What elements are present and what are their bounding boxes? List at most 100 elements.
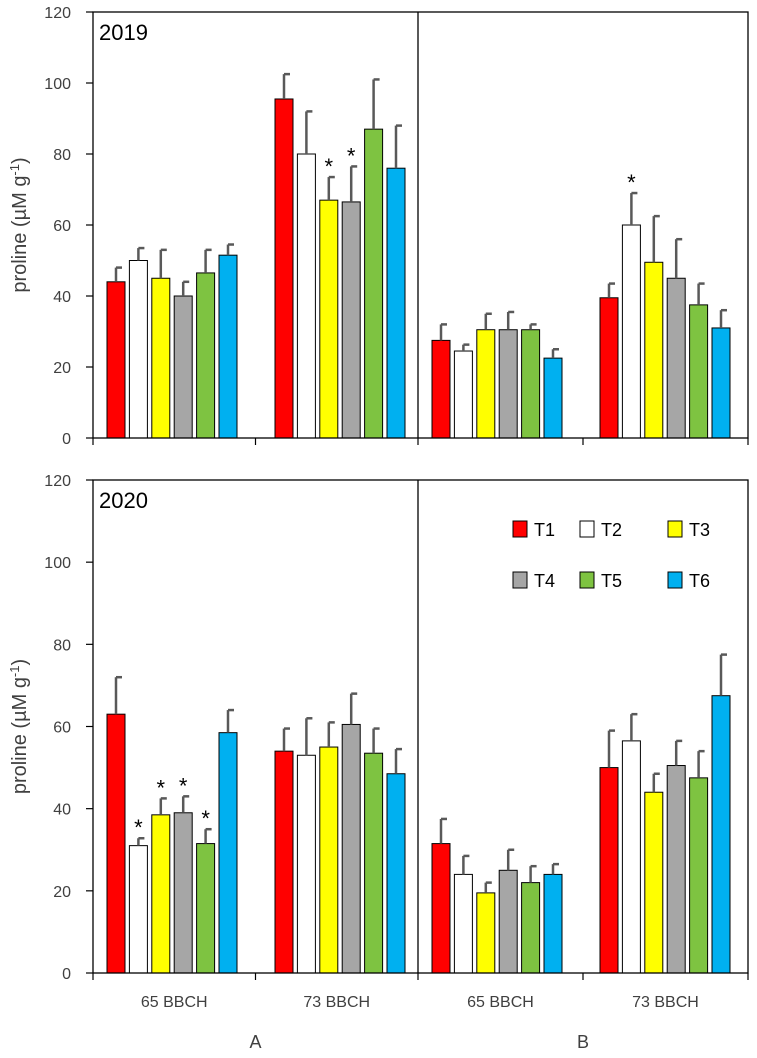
bar-2020-B-73-bbch-t5 bbox=[689, 777, 709, 974]
group-label-a: A bbox=[249, 1032, 261, 1052]
y-axis-title-close: ) bbox=[9, 659, 31, 666]
y-tick-label: 120 bbox=[44, 473, 71, 490]
significance-star: * bbox=[201, 806, 210, 831]
y-axis-title-superscript: -1 bbox=[7, 164, 22, 176]
bar-2019-B-65-bbch-t1 bbox=[431, 339, 451, 439]
bar-2020-B-73-bbch-t4 bbox=[666, 765, 686, 974]
year-label-2020: 2020 bbox=[99, 488, 148, 513]
bar-2019-B-73-bbch-t1 bbox=[599, 297, 619, 439]
bar-2019-A-65-bbch-t5 bbox=[196, 272, 216, 439]
bar-2019-A-65-bbch-t6 bbox=[218, 254, 238, 439]
significance-star: * bbox=[347, 143, 356, 168]
bar-2020-A-65-bbch-t5 bbox=[196, 843, 216, 974]
category-label-65-bbch: 65 BBCH bbox=[467, 994, 534, 1011]
y-tick-label: 0 bbox=[62, 431, 71, 448]
bar-2020-A-65-bbch-t4 bbox=[173, 812, 193, 974]
y-axis-title-main: proline (µM g bbox=[9, 176, 31, 293]
bar-2019-B-73-bbch-t6 bbox=[711, 327, 731, 439]
legend-label-t3: T3 bbox=[689, 520, 710, 540]
category-label-73-bbch: 73 BBCH bbox=[303, 994, 370, 1011]
y-tick-label: 100 bbox=[44, 76, 71, 93]
legend-swatch-t5 bbox=[579, 571, 595, 589]
category-label-65-bbch: 65 BBCH bbox=[141, 994, 208, 1011]
bar-2020-A-73-bbch-t6 bbox=[386, 773, 406, 974]
bar-2019-B-73-bbch-t2 bbox=[621, 224, 641, 439]
legend-label-t6: T6 bbox=[689, 571, 710, 591]
y-tick-label: 100 bbox=[44, 555, 71, 572]
significance-star: * bbox=[157, 775, 166, 800]
bar-2020-A-73-bbch-t2 bbox=[296, 754, 316, 974]
legend: T1 T2 T3 T4 T5 T6 bbox=[512, 520, 710, 591]
bar-2020-B-65-bbch-t1 bbox=[431, 843, 451, 974]
y-axis-title: proline (µM g-1) bbox=[7, 157, 31, 292]
bar-2020-A-73-bbch-t5 bbox=[364, 752, 384, 974]
y-axis-title-main: proline (µM g bbox=[9, 677, 31, 794]
y-tick-label: 120 bbox=[44, 5, 71, 22]
legend-label-t2: T2 bbox=[601, 520, 622, 540]
bar-2020-B-65-bbch-t6 bbox=[543, 873, 563, 974]
axes-layer bbox=[86, 11, 749, 980]
bar-2019-A-73-bbch-t4 bbox=[341, 201, 361, 439]
bar-2019-B-73-bbch-t5 bbox=[689, 304, 709, 439]
bar-2019-B-65-bbch-t4 bbox=[498, 329, 518, 439]
bar-2020-B-73-bbch-t3 bbox=[644, 791, 664, 974]
category-label-73-bbch: 73 BBCH bbox=[632, 994, 699, 1011]
y-tick-label: 0 bbox=[62, 966, 71, 983]
y-axis-title: proline (µM g-1) bbox=[7, 659, 31, 794]
bar-2020-A-73-bbch-t1 bbox=[274, 750, 294, 974]
bar-2019-A-73-bbch-t5 bbox=[364, 128, 384, 439]
legend-swatch-t2 bbox=[579, 520, 595, 538]
y-axis-title-superscript: -1 bbox=[7, 665, 22, 677]
significance-star: * bbox=[179, 773, 188, 798]
y-tick-label: 20 bbox=[53, 360, 71, 377]
bar-2020-B-73-bbch-t1 bbox=[599, 767, 619, 974]
y-tick-label: 80 bbox=[53, 637, 71, 654]
bar-2019-B-65-bbch-t6 bbox=[543, 357, 563, 439]
bar-2019-B-65-bbch-t2 bbox=[453, 350, 473, 439]
bar-2019-A-65-bbch-t4 bbox=[173, 295, 193, 439]
bar-2020-A-73-bbch-t4 bbox=[341, 723, 361, 974]
bar-2020-A-65-bbch-t1 bbox=[106, 713, 126, 974]
significance-star: * bbox=[627, 170, 636, 195]
bar-2020-A-73-bbch-t3 bbox=[319, 746, 339, 974]
year-label-2019: 2019 bbox=[99, 20, 148, 45]
y-axis-title-close: ) bbox=[9, 157, 31, 164]
legend-swatch-t1 bbox=[512, 520, 528, 538]
bar-2019-A-65-bbch-t3 bbox=[151, 277, 171, 439]
y-tick-label: 60 bbox=[53, 218, 71, 235]
group-label-b: B bbox=[577, 1032, 589, 1052]
bar-2020-A-65-bbch-t3 bbox=[151, 814, 171, 974]
y-tick-label: 60 bbox=[53, 720, 71, 737]
legend-swatch-t6 bbox=[667, 571, 683, 589]
y-tick-label: 40 bbox=[53, 289, 71, 306]
bar-2019-A-73-bbch-t2 bbox=[296, 153, 316, 439]
bar-2020-A-65-bbch-t2 bbox=[128, 845, 148, 974]
bar-2019-A-65-bbch-t2 bbox=[128, 260, 148, 439]
significance-star: * bbox=[134, 815, 143, 840]
bar-2020-B-65-bbch-t5 bbox=[521, 882, 541, 974]
bar-2019-A-65-bbch-t1 bbox=[106, 281, 126, 439]
bar-2019-A-73-bbch-t3 bbox=[319, 199, 339, 439]
bar-2020-B-65-bbch-t4 bbox=[498, 869, 518, 974]
legend-swatch-t3 bbox=[667, 520, 683, 538]
bar-2019-A-73-bbch-t1 bbox=[274, 98, 294, 439]
y-tick-label: 40 bbox=[53, 802, 71, 819]
legend-label-t1: T1 bbox=[534, 520, 555, 540]
bar-2019-B-73-bbch-t4 bbox=[666, 277, 686, 439]
bar-2020-B-73-bbch-t2 bbox=[621, 740, 641, 974]
bar-2020-B-65-bbch-t2 bbox=[453, 873, 473, 974]
significance-star: * bbox=[325, 154, 334, 179]
bar-2019-A-73-bbch-t6 bbox=[386, 167, 406, 439]
y-tick-label: 20 bbox=[53, 884, 71, 901]
legend-label-t5: T5 bbox=[601, 571, 622, 591]
legend-swatch-t4 bbox=[512, 571, 528, 589]
bar-2019-B-65-bbch-t5 bbox=[521, 329, 541, 439]
legend-label-t4: T4 bbox=[534, 571, 555, 591]
bar-2019-B-73-bbch-t3 bbox=[644, 261, 664, 439]
bar-2020-A-65-bbch-t6 bbox=[218, 732, 238, 974]
y-tick-label: 80 bbox=[53, 147, 71, 164]
bar-2020-B-73-bbch-t6 bbox=[711, 695, 731, 974]
bar-2020-B-65-bbch-t3 bbox=[476, 892, 496, 974]
